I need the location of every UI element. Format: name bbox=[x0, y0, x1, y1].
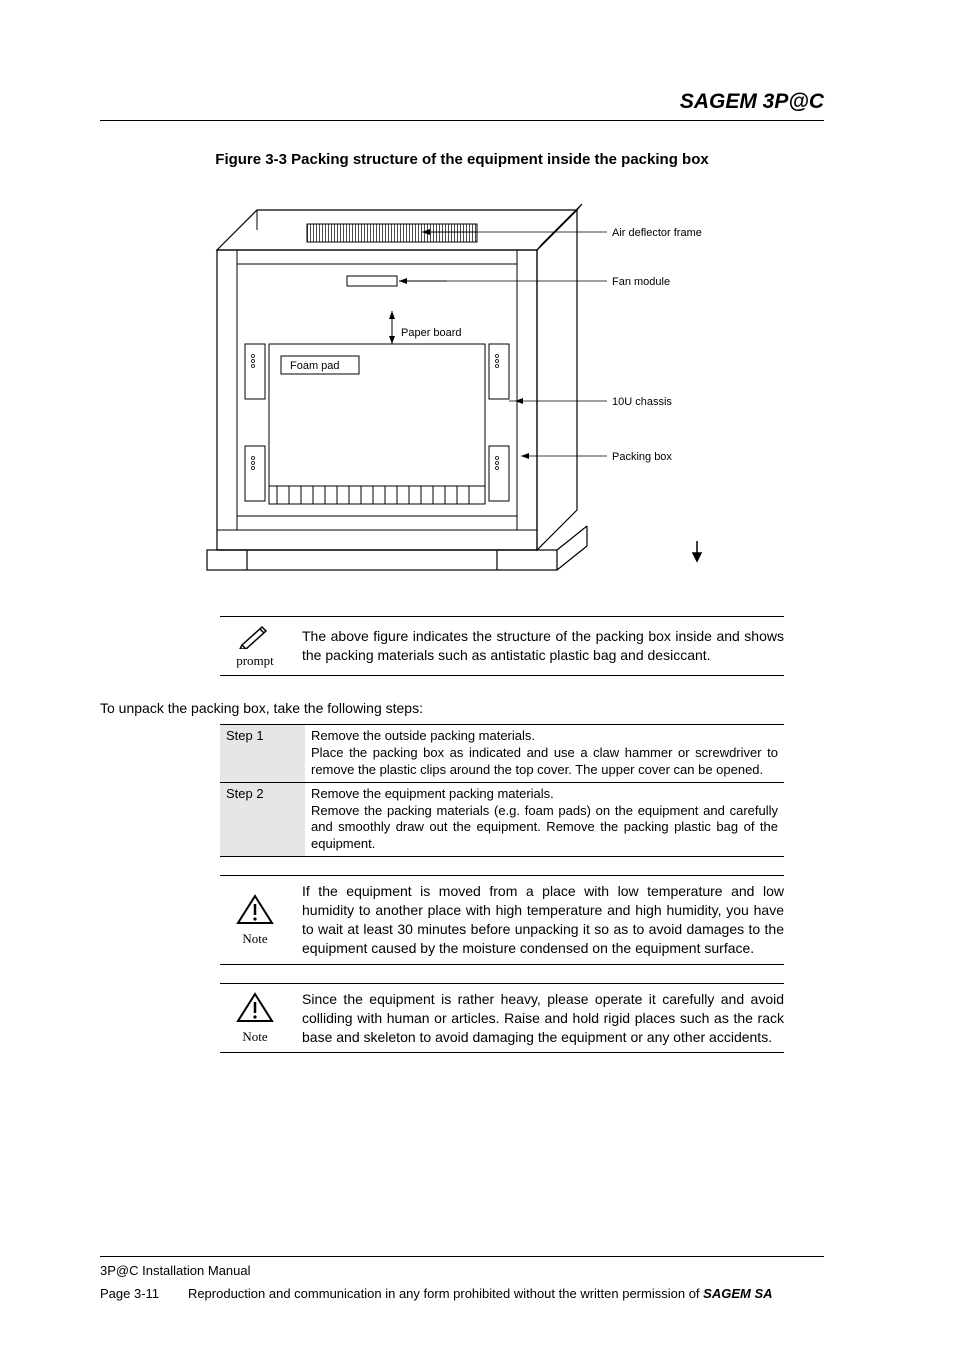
step-text: Remove the outside packing materials. Pl… bbox=[305, 725, 784, 783]
warning-icon bbox=[235, 991, 275, 1025]
step-label: Step 1 bbox=[220, 725, 305, 783]
page-container: SAGEM 3P@C Figure 3-3 Packing structure … bbox=[0, 0, 954, 1093]
note-label: Note bbox=[220, 931, 290, 947]
note-label: Note bbox=[220, 1029, 290, 1045]
note-box-2: Note Since the equipment is rather heavy… bbox=[220, 983, 784, 1054]
footer-permission: Page 3-11 Reproduction and communication… bbox=[100, 1286, 824, 1301]
prompt-icon-col: prompt bbox=[220, 623, 290, 669]
page-footer: 3P@C Installation Manual Page 3-11 Repro… bbox=[100, 1256, 824, 1301]
footer-page: Page 3-11 bbox=[100, 1286, 159, 1301]
pencil-icon bbox=[238, 623, 272, 649]
table-row: Step 2 Remove the equipment packing mate… bbox=[220, 782, 784, 857]
note-icon-col: Note bbox=[220, 893, 290, 947]
note-text-1: If the equipment is moved from a place w… bbox=[290, 882, 784, 958]
table-row: Step 1 Remove the outside packing materi… bbox=[220, 725, 784, 783]
header-product: SAGEM 3P@C bbox=[100, 90, 824, 114]
packing-diagram-svg: Air deflector frame Fan module Paper boa… bbox=[177, 186, 747, 586]
warning-icon bbox=[235, 893, 275, 927]
note-text-2: Since the equipment is rather heavy, ple… bbox=[290, 990, 784, 1047]
figure-caption: Figure 3-3 Packing structure of the equi… bbox=[100, 151, 824, 168]
footer-mid: Reproduction and communication in any fo… bbox=[188, 1286, 703, 1301]
steps-table: Step 1 Remove the outside packing materi… bbox=[220, 724, 784, 857]
label-air-deflector: Air deflector frame bbox=[612, 227, 702, 239]
prompt-label: prompt bbox=[220, 653, 290, 669]
label-fan-module: Fan module bbox=[612, 276, 670, 288]
step-text: Remove the equipment packing materials. … bbox=[305, 782, 784, 857]
step-label: Step 2 bbox=[220, 782, 305, 857]
label-chassis: 10U chassis bbox=[612, 396, 672, 408]
label-foam-pad: Foam pad bbox=[290, 360, 340, 372]
unpack-intro: To unpack the packing box, take the foll… bbox=[100, 700, 824, 716]
label-packing-box: Packing box bbox=[612, 451, 672, 463]
note-icon-col: Note bbox=[220, 991, 290, 1045]
packing-diagram: Air deflector frame Fan module Paper boa… bbox=[100, 186, 824, 586]
footer-company: SAGEM SA bbox=[703, 1286, 772, 1301]
prompt-box: prompt The above figure indicates the st… bbox=[220, 616, 784, 676]
label-paper-board: Paper board bbox=[401, 327, 462, 339]
header-rule bbox=[100, 120, 824, 121]
prompt-text: The above figure indicates the structure… bbox=[290, 627, 784, 665]
footer-manual-title: 3P@C Installation Manual bbox=[100, 1263, 824, 1278]
note-box-1: Note If the equipment is moved from a pl… bbox=[220, 875, 784, 965]
